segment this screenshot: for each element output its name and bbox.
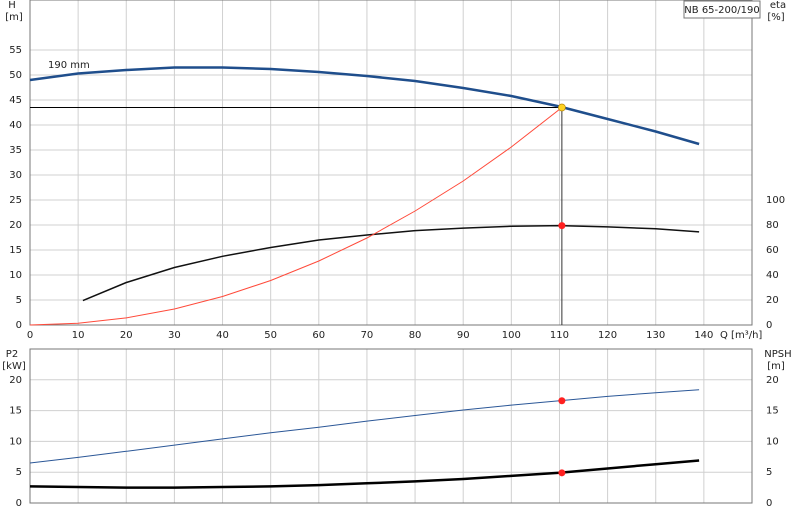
duty-point: [558, 469, 566, 477]
curve: [29, 107, 563, 326]
y-tick-label: 20: [9, 375, 22, 386]
model-label: NB 65-200/190: [684, 5, 759, 16]
model-box: [683, 0, 761, 19]
duty-point: [558, 397, 566, 405]
y2-tick-label: 20: [766, 375, 779, 386]
y-axis-unit: [m]: [5, 12, 23, 23]
x-tick-label: 60: [312, 330, 325, 341]
curve: [29, 66, 700, 146]
y-tick-label: 0: [16, 320, 22, 331]
x-tick-label: 10: [72, 330, 85, 341]
x-axis-label: Q [m³/h]: [720, 330, 762, 341]
y2-tick-label: 0: [766, 498, 772, 509]
y-tick-label: 15: [9, 245, 22, 256]
y-tick-label: 45: [9, 95, 22, 106]
y-tick-label: 25: [9, 195, 22, 206]
x-tick-label: 130: [646, 330, 665, 341]
y2-tick-label: 5: [766, 467, 772, 478]
y-tick-label: 30: [9, 170, 22, 181]
y-tick-label: 35: [9, 145, 22, 156]
y-tick-label: 5: [16, 295, 22, 306]
y2-tick-label: 40: [766, 270, 779, 281]
curve: [29, 459, 700, 489]
y-tick-label: 55: [9, 45, 22, 56]
x-tick-label: 40: [216, 330, 229, 341]
x-tick-label: 110: [550, 330, 569, 341]
duty-point: [558, 222, 566, 230]
y2-tick-label: 15: [766, 406, 779, 417]
y2-axis-label: NPSH: [764, 349, 791, 360]
x-tick-label: 80: [409, 330, 422, 341]
y-tick-label: 10: [9, 270, 22, 281]
y-tick-label: 10: [9, 436, 22, 447]
x-tick-label: 30: [168, 330, 181, 341]
y2-tick-label: 100: [766, 195, 785, 206]
y2-axis-unit: [%]: [767, 12, 784, 23]
y-axis-label: P2: [6, 349, 18, 360]
curve-annotation: 190 mm: [48, 60, 90, 71]
y-tick-label: 0: [16, 498, 22, 509]
curve: [29, 389, 700, 464]
y-tick-label: 50: [9, 70, 22, 81]
y2-tick-label: 20: [766, 295, 779, 306]
duty-point: [558, 103, 566, 112]
plot-frame: [29, 0, 753, 326]
y2-axis-label: eta: [770, 0, 786, 11]
y-tick-label: 5: [16, 467, 22, 478]
plot-frame: [29, 348, 753, 504]
y2-tick-label: 0: [766, 320, 772, 331]
x-tick-label: 0: [27, 330, 33, 341]
y2-axis-unit: [m]: [767, 361, 785, 372]
x-tick-label: 90: [457, 330, 470, 341]
y2-tick-label: 60: [766, 245, 779, 256]
y-tick-label: 15: [9, 406, 22, 417]
x-tick-label: 140: [694, 330, 713, 341]
x-tick-label: 120: [598, 330, 617, 341]
x-tick-label: 50: [264, 330, 277, 341]
y-axis-label: H: [8, 0, 16, 11]
x-tick-label: 70: [361, 330, 374, 341]
y-tick-label: 20: [9, 220, 22, 231]
y-axis-unit: [kW]: [2, 361, 26, 372]
x-tick-label: 100: [502, 330, 521, 341]
y2-tick-label: 80: [766, 220, 779, 231]
curve: [82, 224, 700, 302]
y-tick-label: 40: [9, 120, 22, 131]
x-tick-label: 20: [120, 330, 133, 341]
y2-tick-label: 10: [766, 436, 779, 447]
